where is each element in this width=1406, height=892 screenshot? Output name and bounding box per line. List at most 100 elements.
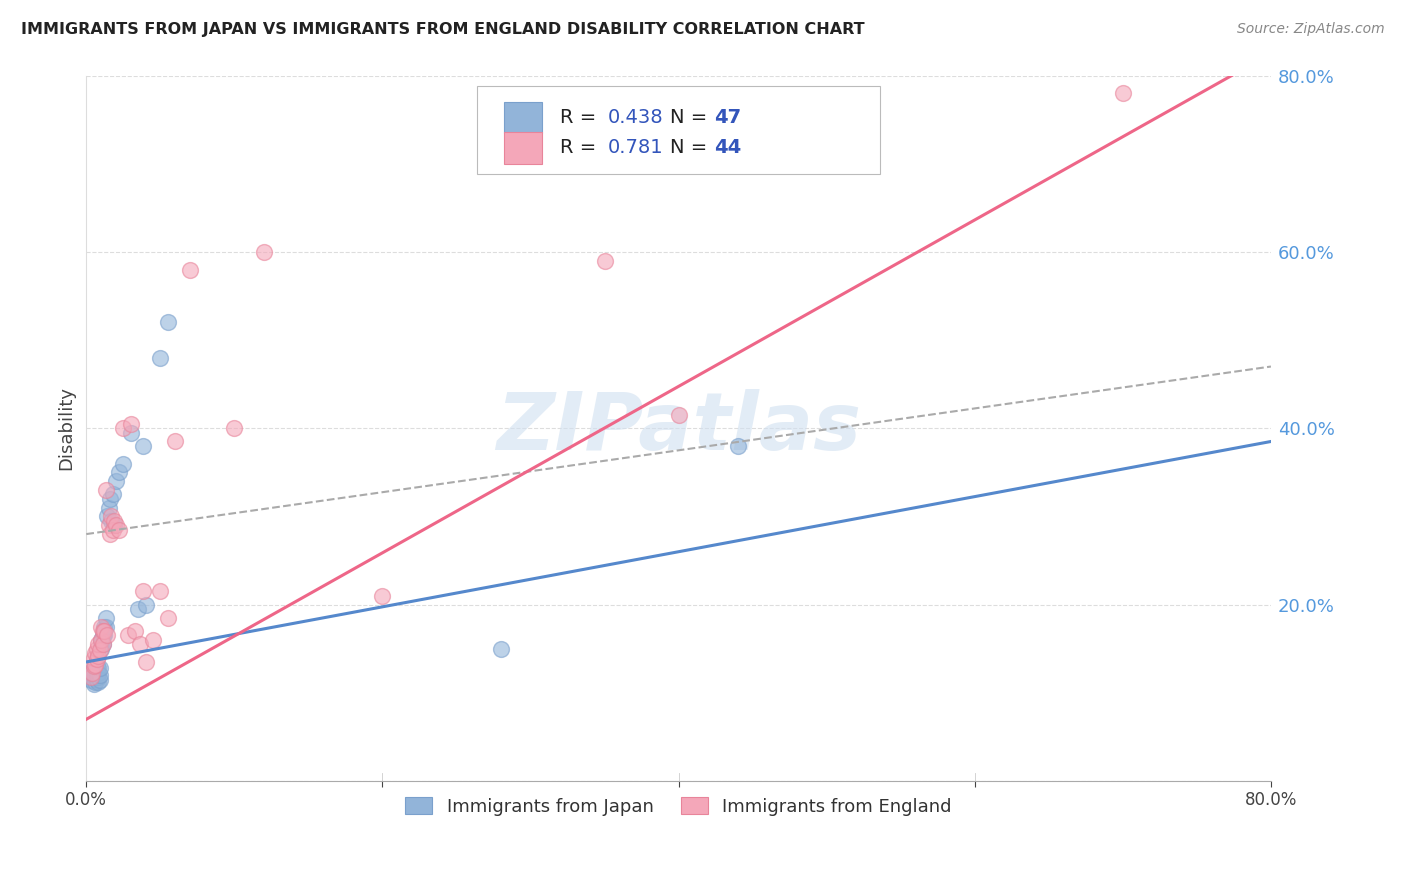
Point xyxy=(87,670,110,684)
Point xyxy=(86,668,108,682)
Point xyxy=(83,670,105,684)
Text: R =: R = xyxy=(560,108,603,127)
Text: 44: 44 xyxy=(714,138,741,157)
Point xyxy=(87,637,110,651)
Point xyxy=(80,673,103,687)
Text: R =: R = xyxy=(560,138,603,157)
Point xyxy=(91,624,114,638)
Point xyxy=(120,417,142,431)
Point xyxy=(96,509,118,524)
Point xyxy=(80,670,103,684)
Point xyxy=(103,518,125,533)
Point xyxy=(101,487,124,501)
Point xyxy=(93,624,115,638)
Point xyxy=(91,628,114,642)
Point xyxy=(93,628,115,642)
Point xyxy=(1112,86,1135,100)
Point xyxy=(131,439,153,453)
Point xyxy=(98,491,121,506)
Point xyxy=(96,628,118,642)
Legend: Immigrants from Japan, Immigrants from England: Immigrants from Japan, Immigrants from E… xyxy=(396,788,960,825)
Point xyxy=(90,637,112,651)
Point xyxy=(98,527,121,541)
Point xyxy=(82,670,104,684)
Point xyxy=(108,466,131,480)
Point xyxy=(83,659,105,673)
Point xyxy=(84,664,107,678)
Point xyxy=(149,351,172,365)
Point xyxy=(87,666,110,681)
Text: 47: 47 xyxy=(714,108,741,127)
Point xyxy=(371,589,394,603)
Point xyxy=(108,523,131,537)
Point xyxy=(82,666,104,681)
Point xyxy=(156,611,179,625)
Point xyxy=(815,99,838,113)
Point xyxy=(87,648,110,663)
Point xyxy=(131,584,153,599)
Point xyxy=(224,421,246,435)
Point xyxy=(100,509,122,524)
Text: 0.438: 0.438 xyxy=(607,108,664,127)
Text: N =: N = xyxy=(671,108,714,127)
FancyBboxPatch shape xyxy=(477,87,880,174)
Point xyxy=(156,315,179,329)
Point xyxy=(89,673,111,687)
Point xyxy=(127,602,149,616)
Point xyxy=(94,620,117,634)
Point xyxy=(179,262,201,277)
Point xyxy=(117,628,139,642)
Point xyxy=(93,620,115,634)
Point xyxy=(124,624,146,638)
Text: N =: N = xyxy=(671,138,714,157)
Point xyxy=(87,661,110,675)
Point xyxy=(142,632,165,647)
Point xyxy=(90,620,112,634)
Point xyxy=(90,632,112,647)
Point xyxy=(84,646,107,660)
Point xyxy=(82,664,104,678)
Point xyxy=(120,425,142,440)
Point xyxy=(89,661,111,675)
Text: IMMIGRANTS FROM JAPAN VS IMMIGRANTS FROM ENGLAND DISABILITY CORRELATION CHART: IMMIGRANTS FROM JAPAN VS IMMIGRANTS FROM… xyxy=(21,22,865,37)
Y-axis label: Disability: Disability xyxy=(58,386,75,470)
Point xyxy=(100,514,122,528)
Point xyxy=(84,670,107,684)
Point xyxy=(90,641,112,656)
Text: Source: ZipAtlas.com: Source: ZipAtlas.com xyxy=(1237,22,1385,37)
Point xyxy=(89,668,111,682)
Point xyxy=(83,650,105,665)
Point xyxy=(135,655,157,669)
Point xyxy=(97,518,120,533)
FancyBboxPatch shape xyxy=(505,102,543,134)
Point xyxy=(86,673,108,687)
Point xyxy=(112,457,135,471)
Point xyxy=(104,474,127,488)
Text: 0.781: 0.781 xyxy=(607,138,664,157)
Point xyxy=(87,675,110,690)
Point xyxy=(253,244,276,259)
Point xyxy=(89,643,111,657)
Point xyxy=(104,518,127,533)
Point xyxy=(128,637,150,651)
Point xyxy=(103,514,125,528)
Point xyxy=(97,500,120,515)
Point xyxy=(101,523,124,537)
Point xyxy=(86,659,108,673)
Text: ZIPatlas: ZIPatlas xyxy=(496,389,860,467)
Point xyxy=(83,677,105,691)
Point xyxy=(94,483,117,497)
Point xyxy=(86,641,108,656)
Point xyxy=(489,641,512,656)
Point xyxy=(91,637,114,651)
Point xyxy=(149,584,172,599)
Point xyxy=(86,664,108,678)
Point xyxy=(91,637,114,651)
Point xyxy=(668,408,690,422)
Point xyxy=(84,675,107,690)
Point xyxy=(112,421,135,435)
FancyBboxPatch shape xyxy=(505,132,543,164)
Point xyxy=(135,598,157,612)
Point xyxy=(83,666,105,681)
Point xyxy=(593,253,616,268)
